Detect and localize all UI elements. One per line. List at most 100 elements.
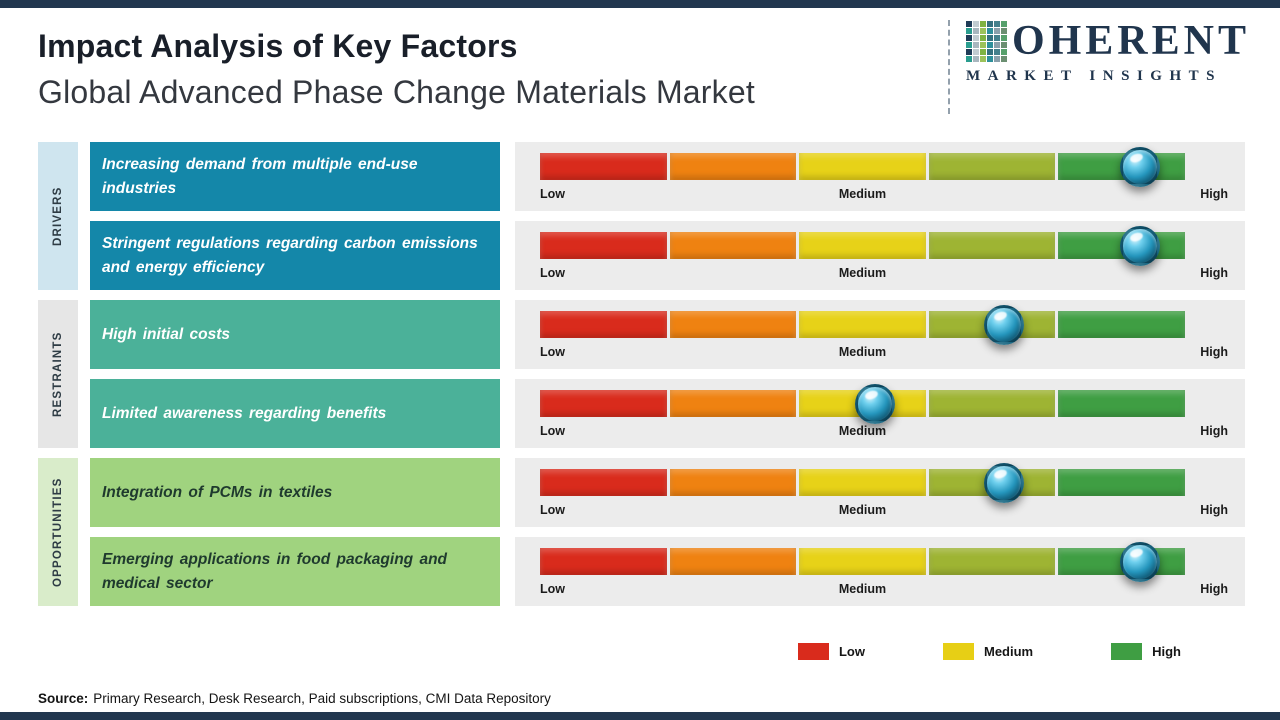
- impact-marker: [984, 462, 1025, 503]
- mosaic-cell: [1000, 48, 1007, 55]
- bar-segment-1: [540, 311, 667, 338]
- category-group-restraints: RESTRAINTS High initial costs Low Medium Hig…: [38, 300, 1245, 448]
- bar-segment-2: [669, 311, 797, 338]
- mosaic-cell: [979, 41, 986, 48]
- scale-label-low: Low: [540, 187, 565, 201]
- mosaic-cell: [986, 41, 993, 48]
- impact-scale: Low Medium High: [515, 300, 1245, 369]
- scale-label-high: High: [1200, 266, 1228, 280]
- category-group-opportunities: OPPORTUNITIES Integration of PCMs in text…: [38, 458, 1245, 606]
- impact-scale: Low Medium High: [515, 537, 1245, 606]
- mosaic-cell: [1000, 27, 1007, 34]
- factor-label: Limited awareness regarding benefits: [90, 379, 500, 448]
- mosaic-cell: [1000, 20, 1007, 27]
- scale-label-medium: Medium: [838, 424, 887, 438]
- mosaic-cell: [965, 55, 972, 62]
- impact-rows: DRIVERS Increasing demand from multiple e…: [38, 142, 1245, 606]
- impact-bar: [540, 146, 1185, 187]
- mosaic-cell: [972, 20, 979, 27]
- bar-segment-4: [928, 390, 1056, 417]
- bar-segment-3: [799, 232, 926, 259]
- logo-tagline: MARKET INSIGHTS: [965, 68, 1222, 84]
- mosaic-cell: [979, 20, 986, 27]
- mosaic-cell: [972, 41, 979, 48]
- mosaic-cell: [979, 34, 986, 41]
- factor-label: High initial costs: [90, 300, 500, 369]
- factor-row: Emerging applications in food packaging …: [90, 537, 1245, 606]
- scale-label-high: High: [1200, 503, 1228, 517]
- bar-segment-1: [540, 153, 667, 180]
- mosaic-cell: [979, 27, 986, 34]
- scale-label-low: Low: [540, 424, 565, 438]
- mosaic-cell: [993, 34, 1000, 41]
- titles: Impact Analysis of Key Factors Global Ad…: [38, 8, 755, 111]
- scale-label-medium: Medium: [838, 187, 887, 201]
- source-note: Source: Primary Research, Desk Research, …: [38, 691, 551, 706]
- mosaic-cell: [972, 48, 979, 55]
- logo: OHERENT MARKET INSIGHTS: [965, 18, 1250, 85]
- impact-scale: Low Medium High: [515, 142, 1245, 211]
- bar-segment-2: [669, 153, 797, 180]
- mosaic-cell: [993, 20, 1000, 27]
- legend-swatch: [942, 643, 974, 660]
- category-label-drivers: DRIVERS: [38, 142, 78, 290]
- mosaic-cell: [979, 55, 986, 62]
- category-rows: High initial costs Low Medium High Limited a…: [90, 300, 1245, 448]
- impact-marker: [984, 304, 1025, 345]
- legend-label: Medium: [983, 644, 1034, 659]
- logo-mosaic-c-icon: [965, 20, 1007, 62]
- mosaic-cell: [972, 55, 979, 62]
- impact-marker: [1119, 541, 1160, 582]
- bar-segment-3: [799, 548, 926, 575]
- bottom-border: [0, 712, 1280, 720]
- legend-item-high: High: [1111, 643, 1181, 660]
- scale-label-medium: Medium: [838, 503, 887, 517]
- impact-marker: [855, 383, 896, 424]
- impact-bar: [540, 383, 1185, 424]
- legend-item-low: Low: [797, 643, 865, 660]
- mosaic-cell: [972, 34, 979, 41]
- scale-label-medium: Medium: [838, 582, 887, 596]
- bar-segment-3: [799, 469, 926, 496]
- mosaic-cell: [965, 48, 972, 55]
- mosaic-cell: [993, 27, 1000, 34]
- scale-label-low: Low: [540, 582, 565, 596]
- scale-label-medium: Medium: [838, 266, 887, 280]
- mosaic-cell: [965, 41, 972, 48]
- mosaic-cell: [993, 41, 1000, 48]
- impact-bar: [540, 304, 1185, 345]
- factor-label: Integration of PCMs in textiles: [90, 458, 500, 527]
- category-rows: Integration of PCMs in textiles Low Medium…: [90, 458, 1245, 606]
- mosaic-cell: [986, 55, 993, 62]
- bar-segment-1: [540, 232, 667, 259]
- scale-label-high: High: [1200, 424, 1228, 438]
- header: Impact Analysis of Key Factors Global Ad…: [38, 8, 1250, 138]
- category-group-drivers: DRIVERS Increasing demand from multiple e…: [38, 142, 1245, 290]
- top-border: [0, 0, 1280, 8]
- factor-row: Integration of PCMs in textiles Low Medium…: [90, 458, 1245, 527]
- factor-row: Increasing demand from multiple end-use …: [90, 142, 1245, 211]
- impact-scale: Low Medium High: [515, 379, 1245, 448]
- legend-swatch: [797, 643, 829, 660]
- bar-segment-4: [928, 232, 1056, 259]
- mosaic-cell: [986, 20, 993, 27]
- scale-label-high: High: [1200, 345, 1228, 359]
- bar-segment-1: [540, 469, 667, 496]
- scale-label-low: Low: [540, 503, 565, 517]
- source-text: Primary Research, Desk Research, Paid su…: [93, 691, 551, 706]
- impact-scale: Low Medium High: [515, 221, 1245, 290]
- scale-label-high: High: [1200, 187, 1228, 201]
- legend-swatch: [1111, 643, 1143, 660]
- legend-label: High: [1152, 644, 1181, 659]
- bar-segment-4: [928, 548, 1056, 575]
- bar-segment-5: [1058, 311, 1185, 338]
- factor-row: Stringent regulations regarding carbon e…: [90, 221, 1245, 290]
- impact-marker: [1119, 225, 1160, 266]
- logo-brand-text: OHERENT: [1011, 18, 1250, 64]
- mosaic-cell: [965, 27, 972, 34]
- mosaic-cell: [1000, 55, 1007, 62]
- bar-segment-5: [1058, 469, 1185, 496]
- scale-label-high: High: [1200, 582, 1228, 596]
- mosaic-cell: [979, 48, 986, 55]
- scale-label-low: Low: [540, 345, 565, 359]
